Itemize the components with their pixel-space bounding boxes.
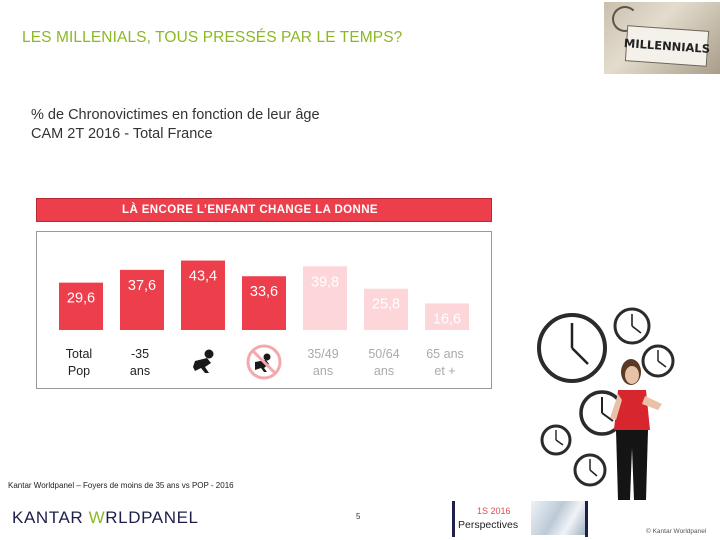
baby-icon	[193, 349, 214, 373]
millennials-sign: MILLENNIALS	[623, 25, 711, 67]
category-label: et +	[434, 364, 455, 378]
subtitle-line-2: CAM 2T 2016 - Total France	[31, 126, 213, 142]
subtitle-line-1: % de Chronovictimes en fonction de leur …	[31, 107, 320, 123]
bar-chart: 29,6 Total Pop 37,6 -35 ans 43,4 33,6 39,8 35/49 a…	[59, 260, 469, 380]
period-label: 1S 2016	[477, 506, 511, 516]
logo-w: W	[88, 508, 106, 527]
bar	[425, 303, 469, 330]
category-label: 65 ans	[426, 347, 464, 361]
chart-subtitle: % de Chronovictimes en fonction de leur …	[31, 106, 320, 144]
category-label: 50/64	[368, 347, 399, 361]
kantar-worldpanel-logo: KANTAR WRLDPANEL	[12, 508, 199, 528]
bar	[120, 269, 164, 330]
perspectives-artwork	[531, 501, 585, 535]
perspectives-label: Perspectives	[458, 519, 519, 531]
category-label: ans	[130, 364, 150, 378]
millennials-sign-photo: MILLENNIALS	[604, 2, 720, 74]
category-label: Total	[66, 347, 92, 361]
clock-icon	[573, 453, 607, 487]
category-label: ans	[313, 364, 333, 378]
woman-checking-watch	[610, 359, 662, 500]
clock-icon	[537, 313, 607, 383]
data-label: 16,6	[433, 311, 461, 327]
data-label: 29,6	[67, 291, 95, 307]
clocks-woman-illustration	[537, 307, 675, 500]
clock-icon	[540, 424, 572, 456]
data-label: 39,8	[311, 274, 339, 290]
logo-kantar: KANTAR	[12, 508, 89, 527]
data-label: 25,8	[372, 297, 400, 313]
no-baby-icon	[246, 344, 282, 380]
logo-rldpanel: RLDPANEL	[105, 508, 199, 527]
category-label: ans	[374, 364, 394, 378]
data-label: 33,6	[250, 284, 278, 300]
data-label: 37,6	[128, 278, 156, 294]
category-label: 35/49	[307, 347, 338, 361]
page-title: LES MILLENIALS, TOUS PRESSÉS PAR LE TEMP…	[22, 29, 403, 46]
bar	[242, 276, 286, 330]
sign-bracket	[612, 6, 638, 32]
bar	[59, 282, 103, 330]
category-label: Pop	[68, 364, 90, 378]
source-note: Kantar Worldpanel – Foyers de moins de 3…	[8, 481, 234, 490]
clock-icon	[613, 307, 651, 345]
bar	[303, 266, 347, 330]
bar	[364, 288, 408, 330]
bar	[181, 260, 225, 330]
copyright-note: © Kantar Worldpanel	[646, 528, 707, 535]
highlight-banner: LÀ ENCORE L’ENFANT CHANGE LA DONNE	[36, 198, 492, 222]
page-number: 5	[356, 512, 361, 521]
category-label: -35	[131, 347, 149, 361]
clock-icon	[641, 344, 675, 378]
data-label: 43,4	[189, 269, 217, 285]
perspectives-badge: 1S 2016 Perspectives	[452, 501, 588, 537]
